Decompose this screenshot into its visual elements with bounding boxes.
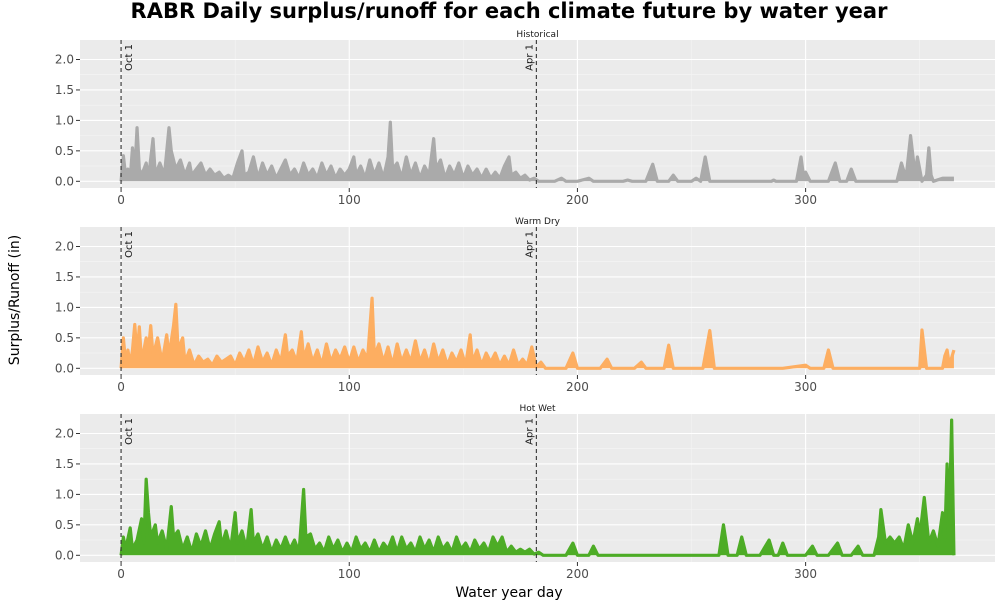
y-axis-title: Surplus/Runoff (in) — [7, 235, 23, 365]
y-tick-label: 1.5 — [55, 457, 74, 471]
y-tick-label: 2.0 — [55, 426, 74, 440]
panel-strip — [80, 401, 995, 414]
x-tick-label: 300 — [794, 380, 817, 394]
reference-line-label: Apr 1 — [524, 418, 535, 445]
panel-strip — [80, 27, 995, 40]
y-tick-label: 1.5 — [55, 83, 74, 97]
panel-background — [80, 227, 995, 375]
reference-line-label: Oct 1 — [124, 44, 135, 71]
x-tick-label: 0 — [117, 380, 125, 394]
chart-title: RABR Daily surplus/runoff for each clima… — [131, 0, 889, 23]
y-tick-label: 0.5 — [55, 331, 74, 345]
y-tick-label: 1.5 — [55, 270, 74, 284]
y-tick-label: 0.0 — [55, 174, 74, 188]
series-line — [119, 120, 954, 183]
x-tick-label: 300 — [794, 567, 817, 581]
x-tick-label: 100 — [338, 380, 361, 394]
x-tick-label: 300 — [794, 193, 817, 207]
y-tick-label: 0.0 — [55, 548, 74, 562]
x-axis-title: Water year day — [455, 585, 562, 600]
panel-title: Hot Wet — [519, 404, 556, 414]
x-tick-label: 0 — [117, 567, 125, 581]
x-tick-label: 200 — [566, 567, 589, 581]
reference-line-label: Oct 1 — [124, 418, 135, 445]
y-tick-label: 0.0 — [55, 361, 74, 375]
reference-line-label: Apr 1 — [524, 231, 535, 258]
y-tick-label: 1.0 — [55, 487, 74, 501]
series-area — [121, 420, 954, 556]
y-tick-label: 0.5 — [55, 518, 74, 532]
reference-line-label: Oct 1 — [124, 231, 135, 258]
panel-background — [80, 40, 995, 188]
panel-warm-dry: Oct 1 Apr 1 Warm Dry 0.0 0.5 1.0 1.5 2.0 0 100 200… — [55, 214, 995, 394]
x-tick-label: 200 — [566, 193, 589, 207]
panel-hot-wet: Oct 1 Apr 1 Hot Wet 0.0 0.5 1.0 1.5 2.0 0 100 200 3… — [55, 401, 995, 581]
y-tick-label: 0.5 — [55, 144, 74, 158]
x-tick-label: 0 — [117, 193, 125, 207]
series-line — [119, 418, 956, 557]
y-tick-label: 2.0 — [55, 239, 74, 253]
series-line — [119, 296, 956, 370]
x-tick-label: 100 — [338, 193, 361, 207]
y-tick-label: 2.0 — [55, 52, 74, 66]
y-tick-label: 1.0 — [55, 300, 74, 314]
y-tick-label: 1.0 — [55, 113, 74, 127]
reference-line-label: Apr 1 — [524, 44, 535, 71]
panel-historical: Oct 1 Apr 1 Historical 0.0 0.5 1.0 1.5 2.0 0 100 2… — [55, 27, 995, 207]
panel-title: Warm Dry — [515, 217, 561, 227]
x-tick-label: 100 — [338, 567, 361, 581]
panels: Oct 1 Apr 1 Historical 0.0 0.5 1.0 1.5 2.0 0 100 2… — [55, 27, 995, 581]
panel-title: Historical — [516, 30, 558, 40]
panel-strip — [80, 214, 995, 227]
x-tick-label: 200 — [566, 380, 589, 394]
